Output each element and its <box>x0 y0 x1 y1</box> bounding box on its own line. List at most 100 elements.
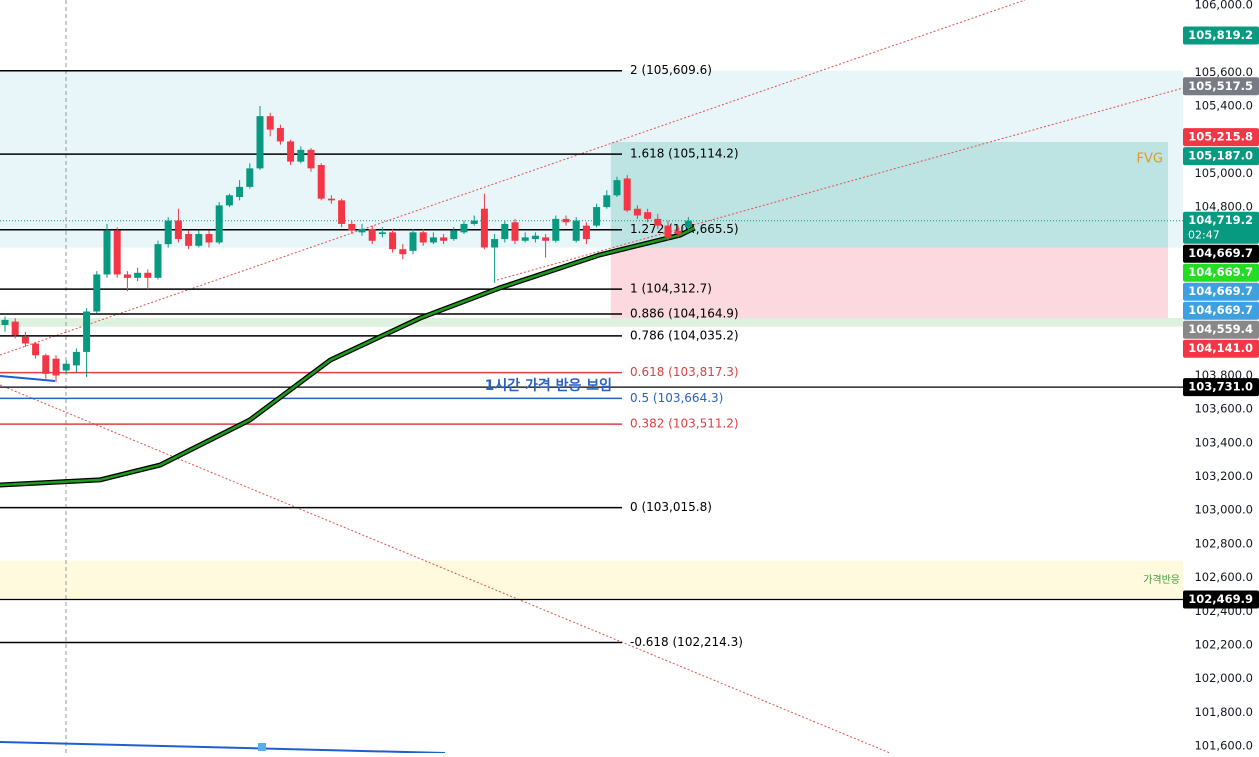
candle-body <box>287 141 295 162</box>
y-tick-label: 103,400.0 <box>1194 435 1253 449</box>
candle-body <box>654 218 662 226</box>
price-tag <box>1183 590 1259 609</box>
price-tag-label: 103,731.0 <box>1188 380 1253 394</box>
candle-body <box>317 164 325 199</box>
candle-body <box>266 116 274 130</box>
candle-body <box>185 234 193 246</box>
candle-body <box>542 237 550 241</box>
candle-body <box>327 198 335 201</box>
price-tag-label: 104,669.7 <box>1188 284 1253 298</box>
channel-line <box>496 87 1184 281</box>
price-tag-countdown: 02:47 <box>1188 229 1220 242</box>
zone-label: 가격반응 <box>1143 573 1180 586</box>
zone <box>0 560 1183 600</box>
fib-label: 0.886 (104,164.9) <box>630 307 739 321</box>
y-tick-label: 103,200.0 <box>1194 469 1253 483</box>
candle-body <box>83 311 91 352</box>
candle-body <box>358 228 366 233</box>
y-tick-label: 101,600.0 <box>1194 739 1253 753</box>
trend-line <box>0 741 446 754</box>
candle-body <box>276 127 284 142</box>
candle-body <box>154 244 162 278</box>
candle-body <box>664 225 672 238</box>
price-tag-label: 105,187.0 <box>1188 149 1253 163</box>
y-tick-label: 105,400.0 <box>1194 99 1253 113</box>
candle-body <box>613 180 621 196</box>
price-tag <box>1183 378 1259 397</box>
candle-body <box>623 178 631 211</box>
y-tick-label: 105,600.0 <box>1194 65 1253 79</box>
price-tag <box>1183 128 1259 147</box>
fib-label: 1.618 (105,114.2) <box>630 147 739 161</box>
channel-line <box>0 0 1026 356</box>
price-tag-label: 104,719.2 <box>1188 213 1253 227</box>
price-tag <box>1183 263 1259 282</box>
price-tag-label: 104,559.4 <box>1188 322 1253 336</box>
candle-body <box>113 230 121 275</box>
price-tag-label: 104,669.7 <box>1188 246 1253 260</box>
y-tick-label: 102,000.0 <box>1194 671 1253 685</box>
candle-body <box>1 319 9 325</box>
candle-body <box>684 220 692 228</box>
candle-body <box>52 358 60 376</box>
price-axis <box>1183 0 1259 753</box>
candle-body <box>62 363 70 371</box>
y-tick-label: 104,800.0 <box>1194 200 1253 214</box>
candle-body <box>531 235 539 240</box>
candle-body <box>409 232 417 251</box>
candle-body <box>491 239 499 248</box>
candle-body <box>246 168 254 187</box>
y-tick-label: 102,200.0 <box>1194 637 1253 651</box>
candle-body <box>123 274 131 278</box>
candle-body <box>429 237 437 243</box>
candle-body <box>389 232 397 250</box>
annotation: 1시간 가격 반응 보임 <box>485 377 612 394</box>
marker <box>258 743 266 751</box>
zone <box>610 141 1168 248</box>
candle-body <box>593 207 601 226</box>
candle-body <box>378 232 386 235</box>
price-tag-label: 105,215.8 <box>1188 130 1253 144</box>
candle-body <box>460 223 468 233</box>
candle-body <box>480 208 488 248</box>
candle-body <box>11 321 19 336</box>
price-tag <box>1183 244 1259 263</box>
candle-body <box>470 220 478 224</box>
zone-label: FVG <box>1137 151 1163 166</box>
candle-body <box>450 230 458 240</box>
price-tag-label: 104,669.7 <box>1188 303 1253 317</box>
candle-body <box>368 228 376 241</box>
candle-body <box>215 205 223 243</box>
candle-body <box>297 149 305 162</box>
zone <box>0 70 1183 248</box>
fib-label: 0.618 (103,817.3) <box>630 365 739 379</box>
candle-body <box>307 149 315 169</box>
price-tag-label: 105,517.5 <box>1188 79 1253 93</box>
price-tag-label: 105,819.2 <box>1188 28 1253 42</box>
fib-label: 0.5 (103,664.3) <box>630 391 723 405</box>
candle-body <box>174 220 182 240</box>
candle-body <box>521 237 529 241</box>
candle-body <box>644 212 652 219</box>
fib-label: 0.382 (103,511.2) <box>630 417 739 431</box>
candle-body <box>144 272 152 278</box>
trend-line <box>0 375 56 382</box>
y-tick-label: 103,000.0 <box>1194 503 1253 517</box>
candle-body <box>225 195 233 206</box>
candle-body <box>562 218 570 223</box>
price-tag <box>1183 147 1259 166</box>
candle-body <box>603 195 611 208</box>
candle-body <box>195 234 203 246</box>
y-tick-label: 103,600.0 <box>1194 402 1253 416</box>
candle-body <box>582 225 590 240</box>
candle-body <box>633 208 641 216</box>
candle-body <box>501 223 509 240</box>
candle-body <box>572 220 580 241</box>
candle-body <box>93 274 101 312</box>
candle-body <box>256 116 264 169</box>
price-tag-label: 104,669.7 <box>1188 265 1253 279</box>
price-tag <box>1183 301 1259 320</box>
fib-label: -0.618 (102,214.3) <box>630 635 743 649</box>
price-tag <box>1183 211 1259 244</box>
